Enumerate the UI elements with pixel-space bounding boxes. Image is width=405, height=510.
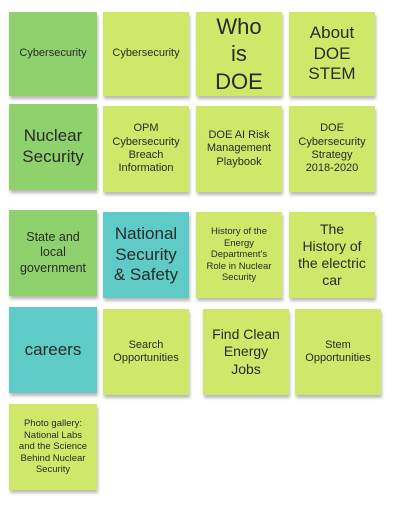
note-photo-gallery[interactable]: Photo gallery: National Labs and the Sci… bbox=[9, 404, 97, 490]
note-find-clean-energy-jobs[interactable]: Find Clean Energy Jobs bbox=[203, 309, 289, 395]
note-label: Who is DOE bbox=[215, 13, 263, 94]
note-label: About DOE STEM bbox=[308, 22, 356, 84]
note-about-doe-stem[interactable]: About DOE STEM bbox=[289, 12, 375, 96]
note-label: Find Clean Energy Jobs bbox=[212, 326, 280, 377]
note-history-electric-car[interactable]: The History of the electric car bbox=[289, 212, 375, 298]
note-cybersecurity-1[interactable]: Cybersecurity bbox=[9, 12, 97, 96]
note-nuclear-security[interactable]: Nuclear Security bbox=[9, 104, 97, 190]
note-label: careers bbox=[24, 339, 82, 359]
note-ai-risk-playbook[interactable]: DOE AI Risk Management Playbook bbox=[196, 106, 282, 192]
note-history-energy-department[interactable]: History of the Energy Department's Role … bbox=[196, 212, 282, 298]
note-label: DOE Cybersecurity Strategy 2018-2020 bbox=[298, 122, 366, 175]
note-label: History of the Energy Department's Role … bbox=[206, 226, 272, 284]
note-label: OPM Cybersecurity Breach Information bbox=[112, 122, 180, 175]
note-label: Stem Opportunities bbox=[305, 338, 371, 364]
note-label: Cybersecurity bbox=[112, 47, 180, 60]
note-opm-breach[interactable]: OPM Cybersecurity Breach Information bbox=[103, 106, 189, 192]
note-label: Photo gallery: National Labs and the Sci… bbox=[18, 418, 88, 476]
note-who-is-doe[interactable]: Who is DOE bbox=[196, 12, 282, 96]
note-label: DOE AI Risk Management Playbook bbox=[206, 128, 272, 168]
note-cybersecurity-strategy[interactable]: DOE Cybersecurity Strategy 2018-2020 bbox=[289, 106, 375, 192]
note-label: Nuclear Security bbox=[22, 126, 84, 166]
note-national-security-safety[interactable]: National Security & Safety bbox=[103, 212, 189, 298]
note-label: State and local government bbox=[19, 230, 86, 275]
note-cybersecurity-2[interactable]: Cybersecurity bbox=[103, 12, 189, 96]
note-label: Search Opportunities bbox=[113, 338, 179, 364]
note-stem-opportunities[interactable]: Stem Opportunities bbox=[295, 309, 381, 395]
note-label: The History of the electric car bbox=[298, 220, 366, 289]
note-careers[interactable]: careers bbox=[9, 307, 97, 393]
note-state-local-government[interactable]: State and local government bbox=[9, 210, 97, 296]
note-search-opportunities[interactable]: Search Opportunities bbox=[103, 309, 189, 395]
note-label: Cybersecurity bbox=[19, 47, 87, 60]
note-label: National Security & Safety bbox=[113, 223, 179, 285]
